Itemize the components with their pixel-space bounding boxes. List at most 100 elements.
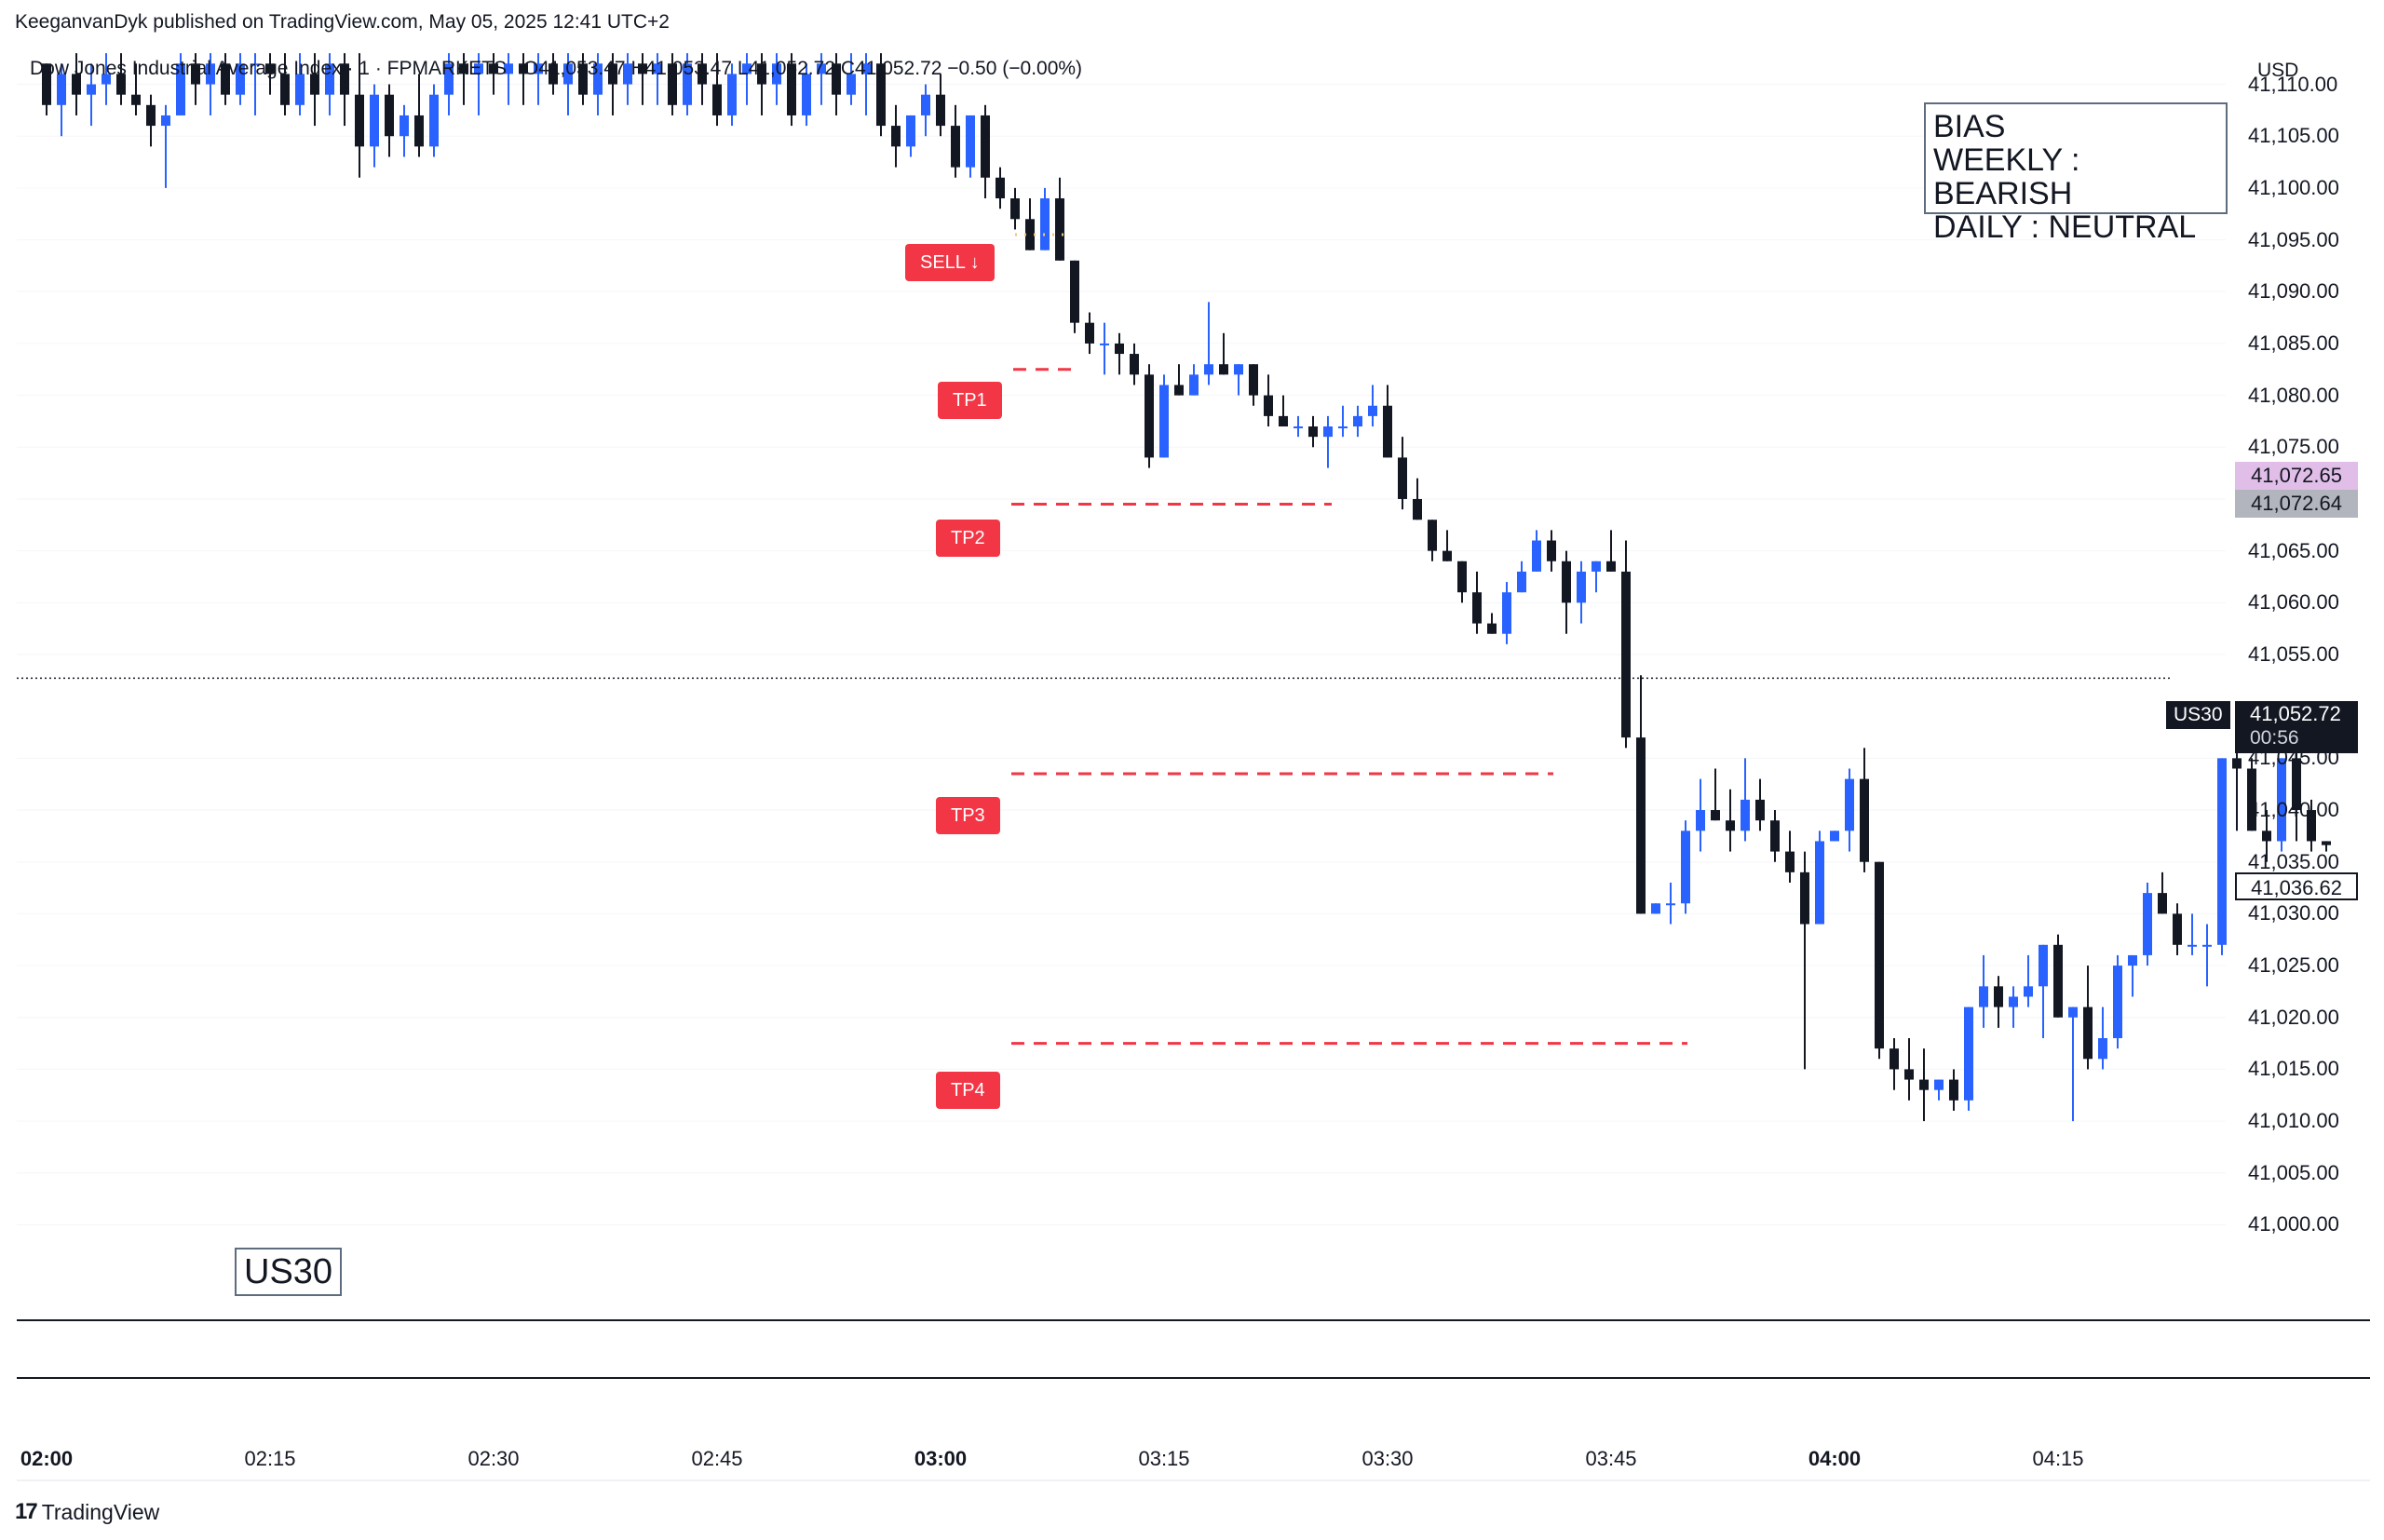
- candle-body: [131, 94, 141, 105]
- candle-body: [370, 94, 379, 147]
- candle-body: [429, 94, 439, 147]
- candle: [2039, 944, 2048, 1039]
- candle: [1711, 768, 1720, 821]
- candle: [280, 53, 290, 115]
- time-tick-label: 03:15: [1138, 1447, 1190, 1470]
- candle: [221, 53, 230, 105]
- candle-body: [102, 74, 111, 85]
- time-tick-label: 03:45: [1585, 1447, 1637, 1470]
- tp4-tag[interactable]: TP4: [936, 1072, 1000, 1109]
- candle-body: [1219, 364, 1228, 375]
- candle: [1592, 561, 1601, 593]
- instrument-name[interactable]: Dow Jones Industrial Average Index · 1 ·…: [30, 58, 507, 79]
- candle: [951, 104, 960, 178]
- candle: [2202, 924, 2212, 987]
- candle: [1815, 831, 1824, 925]
- candle-body: [757, 63, 766, 85]
- tradingview-logo-icon: 17: [15, 1499, 38, 1524]
- price-tick-label: 41,060.00: [2248, 590, 2339, 615]
- candle-body: [1919, 1079, 1929, 1090]
- candle-body: [2232, 758, 2242, 769]
- candle: [1413, 478, 1422, 520]
- candle-body: [1696, 810, 1705, 831]
- price-tick-label: 41,000.00: [2248, 1212, 2339, 1236]
- candle: [787, 53, 796, 127]
- candle: [2024, 954, 2033, 1007]
- candle-body: [2217, 758, 2227, 945]
- candle-body: [2053, 944, 2063, 1018]
- candle-body: [72, 74, 81, 95]
- tp2-tag[interactable]: TP2: [936, 520, 1000, 557]
- candle: [683, 53, 692, 115]
- candle: [340, 53, 349, 127]
- candle: [936, 74, 945, 137]
- tradingview-brand[interactable]: 17 TradingView: [15, 1499, 159, 1525]
- candle-body: [489, 63, 498, 74]
- author-header: KeeganvanDyk published on TradingView.co…: [15, 11, 670, 33]
- candle: [1115, 332, 1124, 375]
- candle-body: [176, 63, 185, 115]
- candle-body: [1115, 343, 1124, 355]
- candle-body: [221, 63, 230, 95]
- candle-body: [206, 63, 215, 85]
- sell-signal-tag[interactable]: SELL ↓: [905, 244, 995, 281]
- candle: [1174, 364, 1184, 396]
- price-tick-label: 41,010.00: [2248, 1109, 2339, 1133]
- candle-body: [2083, 1006, 2093, 1060]
- candle: [1130, 343, 1139, 385]
- candle-body: [1204, 364, 1213, 375]
- candle: [370, 84, 379, 168]
- current-symbol-tag: US30: [2166, 701, 2230, 729]
- candle-body: [1755, 799, 1765, 821]
- candle-body: [1487, 623, 1497, 634]
- candle-body: [295, 74, 305, 105]
- candle-body: [638, 63, 647, 74]
- candle: [2143, 882, 2152, 966]
- candle: [1353, 405, 1362, 438]
- candle: [444, 53, 454, 115]
- candle: [1800, 851, 1809, 1070]
- candle: [1040, 187, 1050, 250]
- candle-body: [2307, 810, 2316, 842]
- candle: [1368, 385, 1377, 427]
- candle-body: [1666, 903, 1675, 906]
- candle-body: [1532, 540, 1541, 572]
- candle: [2158, 871, 2167, 914]
- candle-body: [593, 63, 603, 95]
- candle-body: [2098, 1038, 2107, 1060]
- candle: [653, 53, 662, 105]
- candle: [1502, 582, 1511, 644]
- candle-body: [817, 63, 826, 74]
- candle-body: [1711, 810, 1720, 821]
- tp3-tag[interactable]: TP3: [936, 797, 1000, 834]
- candle-body: [2322, 841, 2331, 845]
- candle-body: [340, 63, 349, 95]
- tp1-tag[interactable]: TP1: [938, 382, 1002, 419]
- candle: [131, 63, 141, 115]
- candle: [1606, 530, 1616, 572]
- candle: [534, 53, 543, 105]
- candle-body: [251, 63, 260, 66]
- candle-body: [1562, 561, 1571, 603]
- candle: [2217, 758, 2227, 955]
- candle: [1577, 561, 1586, 624]
- candle: [1875, 861, 1884, 1060]
- candle-body: [87, 84, 96, 95]
- currency-label[interactable]: USD: [2257, 60, 2299, 81]
- candle: [2098, 1006, 2107, 1070]
- candle: [414, 74, 424, 157]
- candle: [236, 53, 245, 105]
- bias-annotation[interactable]: BIAS WEEKLY : BEARISH DAILY : NEUTRAL: [1924, 102, 2228, 244]
- symbol-annotation[interactable]: US30: [235, 1248, 343, 1296]
- legend-high: H41,053.47: [630, 58, 733, 79]
- candle: [578, 53, 588, 105]
- candle-body: [1815, 841, 1824, 925]
- candle: [1398, 437, 1407, 510]
- candle: [1085, 312, 1094, 355]
- candle-body: [1964, 1006, 1973, 1101]
- candle-body: [1472, 592, 1482, 624]
- price-tick-label: 41,110.00: [2248, 72, 2338, 96]
- candle: [1845, 768, 1854, 852]
- candle-body: [966, 115, 975, 168]
